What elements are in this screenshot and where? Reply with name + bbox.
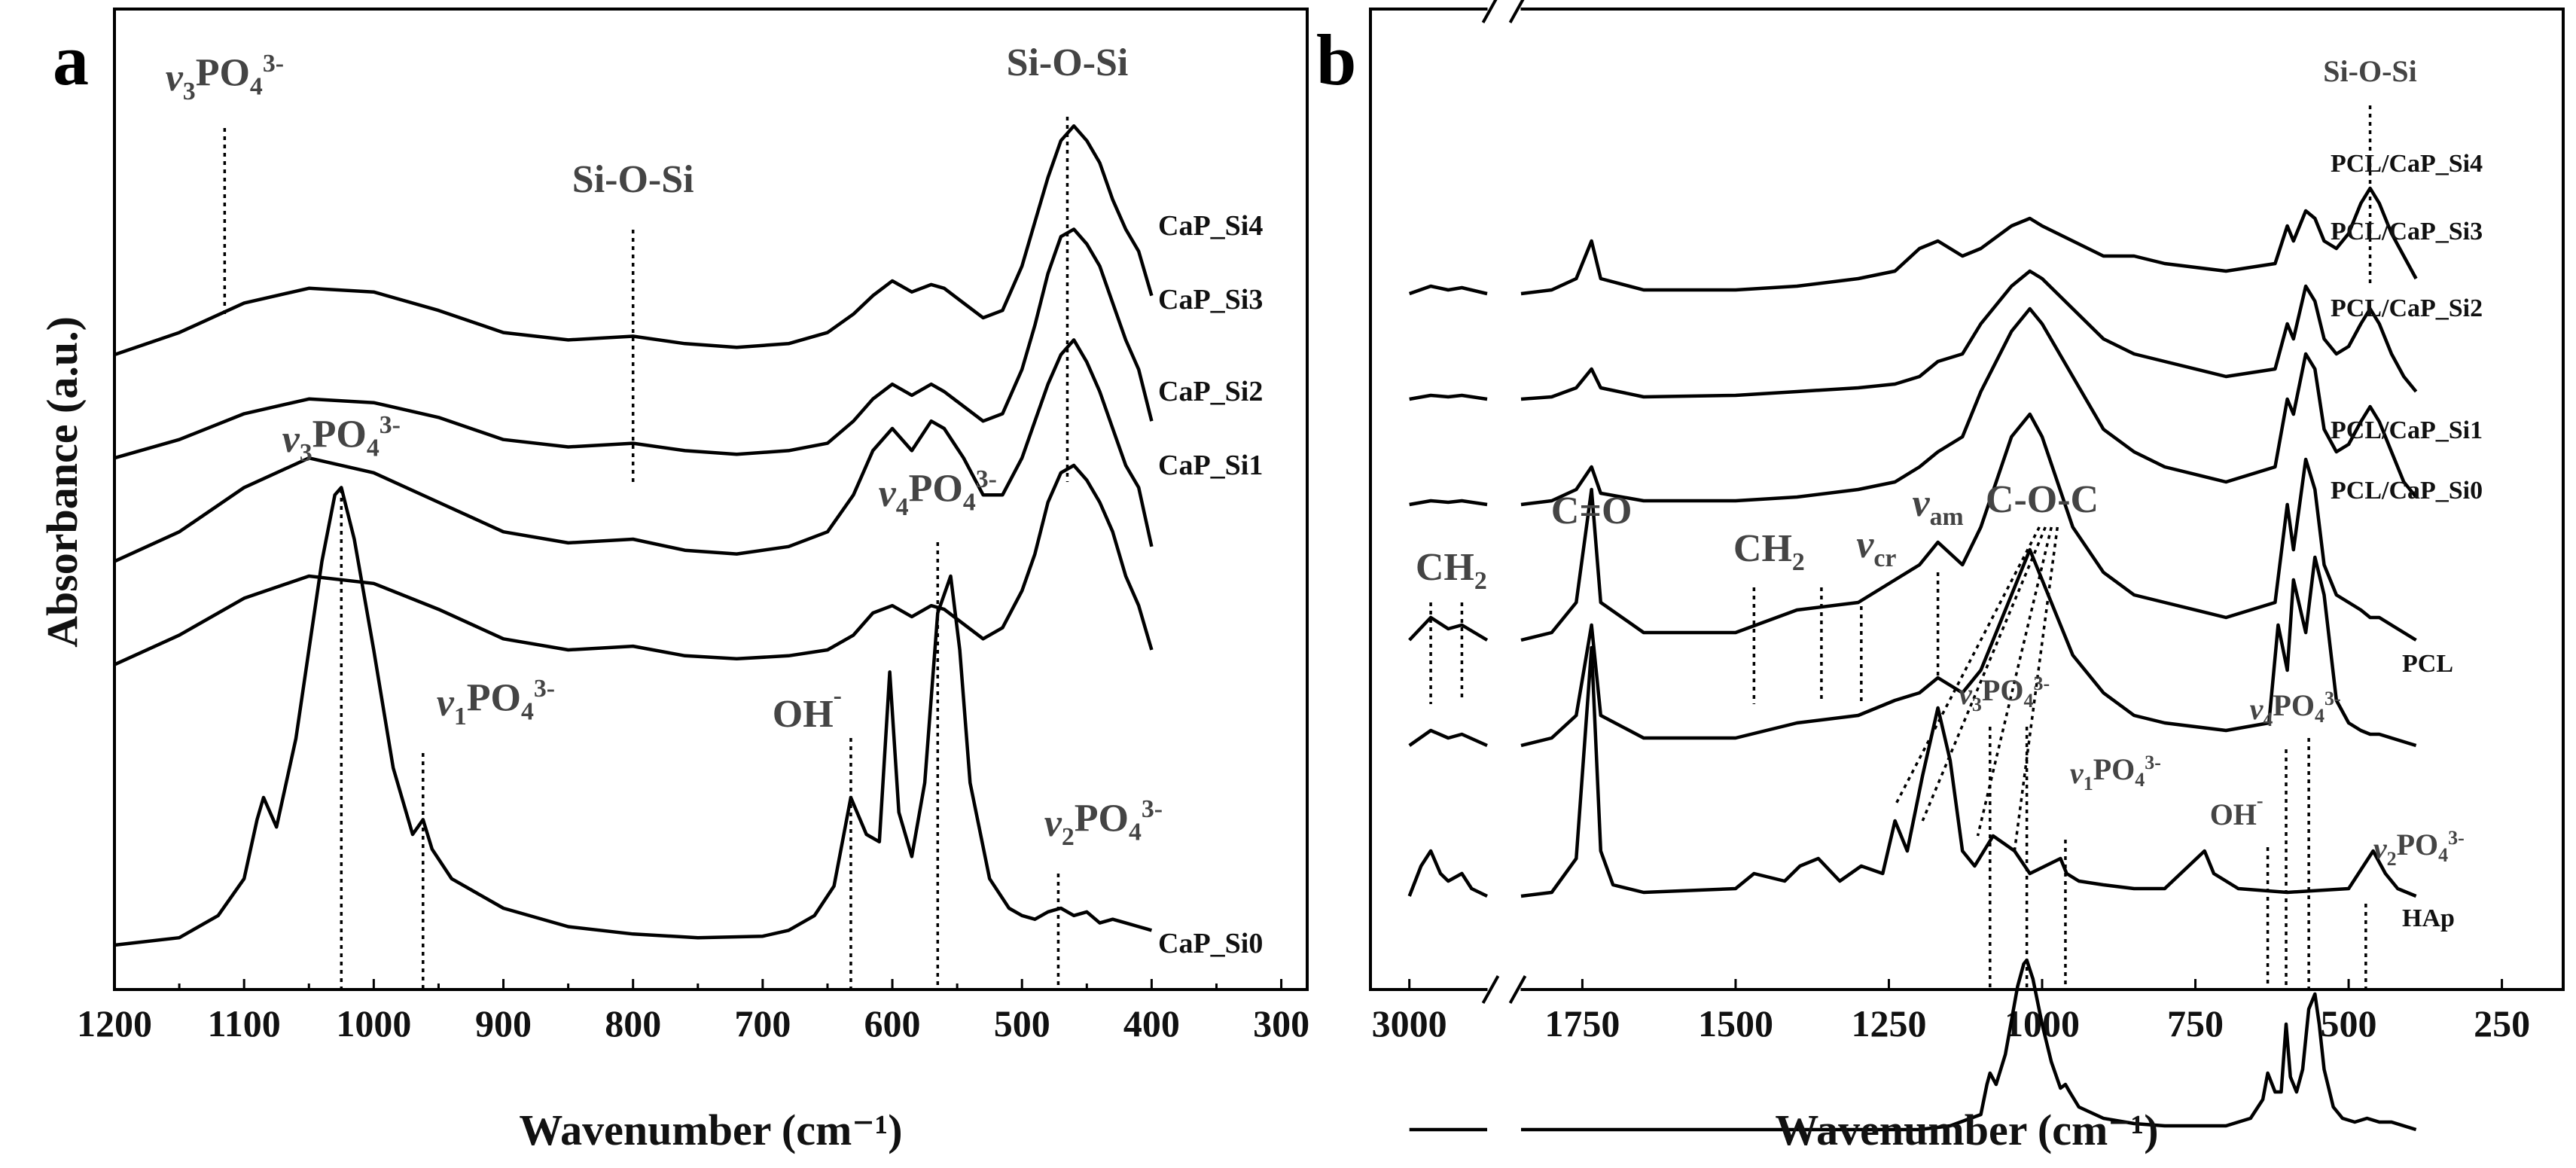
y-axis-title: Absorbance (a.u.): [38, 316, 87, 648]
panel-b-series-pcl-cap-si0-left: [1408, 728, 1488, 748]
panel-b-annotation-2: CH2: [1416, 546, 1487, 595]
axis-break-gap-bottom: [1487, 985, 1521, 994]
panel-a-series-cap-si0: [114, 486, 1153, 947]
panel-b-annotation-9: OH-: [2210, 790, 2264, 831]
panel-b-series-labels: PCL/CaP_Si4 PCL/CaP_Si3 PCL/CaP_Si2 PCL/CaP…: [2331, 150, 2483, 932]
panel-b-series-pcl-cap-si4-left: [1408, 284, 1488, 296]
panel-a: a 1200 1100 1000 900 800 700 600 500 400 300 CaP_…: [53, 8, 1309, 1154]
panel-b-series-pcl-cap-si4: [1520, 186, 2418, 296]
panel-b-x-axis-title: Wavenumber (cm⁻¹): [1775, 1105, 2158, 1154]
panel-a-x-axis-title: Wavenumber (cm⁻¹): [519, 1105, 902, 1154]
panel-b-annotation-7: ν3PO43-: [1959, 672, 2050, 715]
panel-b-series-pcl-cap-si1: [1520, 412, 2417, 642]
axis-break-gap-top: [1487, 5, 1521, 14]
panel-b-x-ticks: 3000 1750 1500 1250 1000 750 500 250: [1372, 979, 2530, 1044]
axis-break-slash-bottom-2: [1508, 975, 1527, 1004]
axis-break-slash-top-2: [1508, 0, 1525, 23]
panel-b-series-hap: [1521, 958, 2417, 1132]
panel-b-coc-connector-0: [1894, 526, 2041, 807]
panel-b-annotation-4: νcr: [1856, 523, 1896, 572]
panel-a-series-cap-si4: [114, 124, 1154, 357]
panel-a-annotation-5: OH-: [773, 682, 842, 736]
panel-a-series-label-cap-si1: CaP_Si1: [1158, 450, 1263, 481]
panel-a-annotation-3: ν3PO43-: [282, 411, 401, 467]
panel-b-tick-label-500: 500: [2321, 1002, 2377, 1044]
panel-a-tick-label-1000: 1000: [336, 1002, 411, 1044]
panel-b-peak-lines: [1429, 105, 2372, 988]
panel-a-tick-label-1100: 1100: [208, 1002, 281, 1044]
panel-a-frame: [113, 8, 1309, 991]
panel-b-annotation-6: C-O-C: [1986, 478, 2099, 521]
panel-b-tick-label-1500: 1500: [1698, 1002, 1773, 1044]
panel-b-series-label-pcl-cap-si2: PCL/CaP_Si2: [2331, 294, 2483, 322]
panel-a-tick-label-600: 600: [864, 1002, 921, 1044]
panel-b-tick-label-3000: 3000: [1372, 1002, 1447, 1044]
panel-b-annotation-3: CH2: [1733, 527, 1805, 576]
panel-b: b 3000 1750 1500 1250 1000 750 500 250 PCL/CaP_…: [1316, 0, 2565, 1154]
panel-b-series-label-pcl: PCL: [2402, 650, 2453, 678]
axis-break-slash-top-1: [1481, 0, 1498, 23]
panel-a-series-cap-si2: [114, 338, 1154, 563]
panel-a-annotation-0: ν3PO43-: [166, 50, 284, 105]
panel-a-annotation-2: Si-O-Si: [1007, 41, 1129, 84]
panel-a-annotation-1: Si-O-Si: [572, 158, 694, 201]
panel-a-peak-lines: [223, 117, 1069, 988]
panel-a-x-ticks: 1200 1100 1000 900 800 700 600 500 400 300: [77, 979, 1309, 1044]
panel-b-series-pcl: [1520, 645, 2417, 898]
panel-b-series-pcl-cap-si3-left: [1409, 393, 1488, 401]
panel-b-series-pcl-cap-si1-left: [1408, 615, 1489, 642]
panel-a-tick-label-700: 700: [734, 1002, 791, 1044]
panel-b-annotation-1: C=O: [1551, 489, 1632, 532]
panel-b-tick-label-1750: 1750: [1544, 1002, 1620, 1044]
panel-b-series-label-hap: HAp: [2402, 904, 2455, 932]
panel-b-coc-connector-2: [1976, 526, 2053, 837]
panel-b-series-pcl-left: [1407, 849, 1488, 898]
panel-b-series-label-pcl-cap-si1: PCL/CaP_Si1: [2331, 416, 2483, 444]
panel-b-tick-label-750: 750: [2167, 1002, 2224, 1044]
panel-b-series-label-pcl-cap-si3: PCL/CaP_Si3: [2331, 218, 2483, 245]
panel-b-tick-label-250: 250: [2474, 1002, 2530, 1044]
panel-a-annotation-7: ν2PO43-: [1044, 795, 1163, 851]
panel-b-coc-connector-1: [1921, 526, 2047, 822]
panel-b-annotation-5: νam: [1913, 482, 1964, 531]
panel-b-frame: [1369, 8, 2565, 991]
panel-b-series-pcl-cap-si2-left: [1409, 499, 1488, 507]
panel-b-tick-label-1250: 1250: [1851, 1002, 1926, 1044]
panel-b-annotation-0: Si-O-Si: [2323, 54, 2416, 88]
panel-a-tick-label-300: 300: [1253, 1002, 1309, 1044]
panel-a-series: [114, 124, 1154, 947]
panel-a-tick-label-400: 400: [1123, 1002, 1180, 1044]
panel-b-series-label-pcl-cap-si0: PCL/CaP_Si0: [2331, 477, 2483, 505]
panel-a-annotation-4: ν1PO43-: [437, 675, 555, 730]
panel-b-series: [1407, 186, 2418, 1132]
panel-b-series-label-pcl-cap-si4: PCL/CaP_Si4: [2331, 150, 2483, 178]
panel-a-series-label-cap-si4: CaP_Si4: [1158, 210, 1263, 242]
panel-a-tick-label-1200: 1200: [77, 1002, 152, 1044]
panel-a-series-label-cap-si0: CaP_Si0: [1158, 928, 1263, 959]
panel-a-series-labels: CaP_Si4 CaP_Si3 CaP_Si2 CaP_Si1 CaP_Si0: [1158, 210, 1263, 959]
panel-a-series-label-cap-si3: CaP_Si3: [1158, 284, 1263, 316]
panel-a-letter: a: [53, 20, 89, 100]
panel-a-annotation-6: ν4PO43-: [879, 465, 997, 521]
panel-b-letter: b: [1316, 20, 1356, 100]
panel-a-tick-label-500: 500: [994, 1002, 1050, 1044]
panel-a-tick-label-900: 900: [475, 1002, 532, 1044]
axis-break-slash-bottom-1: [1481, 975, 1500, 1004]
panel-a-tick-label-800: 800: [605, 1002, 661, 1044]
panel-a-series-label-cap-si2: CaP_Si2: [1158, 376, 1263, 407]
panel-a-annotations: ν3PO43- Si-O-Si Si-O-Si ν3PO43- ν1PO43- OH-ν4…: [166, 41, 1163, 851]
panel-b-axis-break: [1481, 0, 1527, 1004]
panel-b-series-pcl-cap-si3: [1520, 269, 2418, 401]
panel-b-annotation-8: ν1PO43-: [2070, 752, 2161, 794]
panel-b-annotation-11: ν2PO43-: [2373, 827, 2465, 870]
panel-b-annotation-10: ν4PO43-: [2250, 688, 2341, 730]
panel-a-series-cap-si3: [114, 227, 1154, 460]
panel-b-series-pcl-cap-si0: [1520, 547, 2417, 748]
panel-a-series-cap-si1: [114, 463, 1154, 666]
panel-b-series-pcl-cap-si2: [1520, 306, 2418, 507]
